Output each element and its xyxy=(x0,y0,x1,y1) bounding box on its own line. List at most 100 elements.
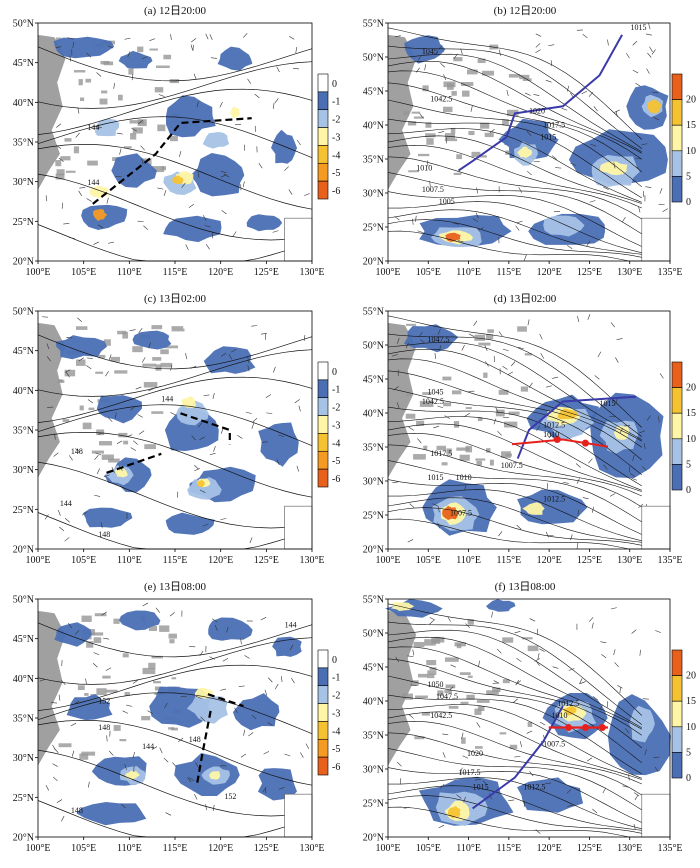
colorbar-label: -4 xyxy=(332,150,340,161)
x-tick-label: 110°E xyxy=(456,843,481,854)
terrain-patch xyxy=(144,382,157,387)
colorbar-segment xyxy=(672,464,682,490)
colorbar-label: -1 xyxy=(332,385,340,396)
colorbar-segment xyxy=(318,739,328,757)
terrain-patch xyxy=(478,343,490,346)
contour-label: 144 xyxy=(87,123,99,132)
terrain-patch xyxy=(402,694,413,700)
terrain-patch xyxy=(58,379,62,382)
terrain-patch xyxy=(445,657,459,661)
terrain-patch xyxy=(454,421,459,428)
colorbar-segment xyxy=(672,650,682,676)
contour-label: 144 xyxy=(161,394,173,403)
terrain-patch xyxy=(454,173,462,175)
terrain-patch xyxy=(504,422,517,428)
terrain-patch xyxy=(460,672,471,675)
contour-label: 148 xyxy=(71,806,83,815)
terrain-patch xyxy=(426,660,436,665)
terrain-patch xyxy=(485,133,494,137)
contour-label: 1010 xyxy=(456,473,472,482)
terrain-patch xyxy=(160,349,169,354)
terrain-patch xyxy=(172,677,177,679)
terrain-patch xyxy=(118,95,123,101)
colorbar-label: 0 xyxy=(686,773,691,784)
colorbar-label: 5 xyxy=(686,171,691,182)
inset-box xyxy=(285,794,312,837)
contour-label: 148 xyxy=(98,530,110,539)
terrain-patch xyxy=(412,112,421,114)
terrain-patch xyxy=(426,138,433,145)
y-tick-label: 25°N xyxy=(13,217,34,228)
terrain-patch xyxy=(462,91,470,97)
y-tick-label: 20°N xyxy=(363,257,384,268)
contour-label: 152 xyxy=(98,697,110,706)
contour-label: 148 xyxy=(189,735,201,744)
y-tick-label: 25°N xyxy=(363,799,384,810)
x-tick-label: 130°E xyxy=(299,843,324,854)
terrain-patch xyxy=(108,459,120,463)
panel-title: (c) 13日02:00 xyxy=(0,290,350,306)
colorbar-label: -5 xyxy=(332,744,340,755)
colorbar-label: -3 xyxy=(332,420,340,431)
contour-label: 1010 xyxy=(543,430,559,439)
terrain-patch xyxy=(83,423,92,430)
contour-label: 1017.5 xyxy=(543,121,565,130)
contour-label: 148 xyxy=(71,447,83,456)
colorbar-label: -1 xyxy=(332,673,340,684)
warm-front-mark xyxy=(599,724,606,731)
y-tick-label: 35°N xyxy=(13,714,34,725)
colorbar-segment xyxy=(318,128,328,146)
terrain-patch xyxy=(101,90,107,93)
colorbar-label: -3 xyxy=(332,132,340,143)
y-tick-label: 35°N xyxy=(363,155,384,166)
terrain-patch xyxy=(94,637,102,643)
colorbar-segment xyxy=(672,727,682,753)
y-tick-label: 35°N xyxy=(13,426,34,437)
x-tick-label: 105°E xyxy=(416,267,441,278)
terrain-patch xyxy=(443,107,452,112)
terrain-patch xyxy=(521,386,528,391)
colorbar-label: 10 xyxy=(686,434,696,445)
x-tick-label: 110°E xyxy=(117,843,142,854)
contour-label: 1015 xyxy=(473,782,489,791)
x-tick-label: 105°E xyxy=(71,555,96,566)
contour-label: 144 xyxy=(60,499,72,508)
colorbar-segment xyxy=(318,757,328,775)
terrain-patch xyxy=(406,394,411,396)
terrain-patch xyxy=(406,414,416,419)
map-f: 10501047.51042.51012.5101010201017.51007… xyxy=(350,576,700,863)
contour-label: 152 xyxy=(224,792,236,801)
panel-title: (e) 13日08:00 xyxy=(0,578,350,594)
terrain-patch xyxy=(483,373,487,378)
y-tick-label: 45°N xyxy=(363,663,384,674)
terrain-patch xyxy=(460,455,470,461)
terrain-patch xyxy=(468,676,473,678)
x-tick-label: 130°E xyxy=(617,267,642,278)
terrain-patch xyxy=(170,136,178,141)
y-tick-label: 40°N xyxy=(363,697,384,708)
contour-label: 1042.5 xyxy=(422,397,444,406)
x-tick-label: 120°E xyxy=(208,267,233,278)
colorbar-label: -1 xyxy=(332,97,340,108)
colorbar-segment xyxy=(318,704,328,722)
y-tick-label: 20°N xyxy=(13,257,34,268)
terrain-patch xyxy=(452,390,461,394)
terrain-patch xyxy=(114,370,127,373)
colorbar-segment xyxy=(672,151,682,177)
terrain-patch xyxy=(466,446,472,452)
contour-label: 1015 xyxy=(631,23,647,32)
x-tick-label: 115°E xyxy=(163,843,188,854)
contour-label: 1012.5 xyxy=(557,699,579,708)
terrain-patch xyxy=(422,712,430,715)
x-tick-label: 120°E xyxy=(208,555,233,566)
contour-label: 1007.5 xyxy=(501,461,523,470)
terrain-patch xyxy=(161,363,173,368)
x-tick-label: 115°E xyxy=(496,555,521,566)
terrain-patch xyxy=(172,326,184,329)
colorbar-label: -6 xyxy=(332,186,340,197)
y-tick-label: 35°N xyxy=(363,731,384,742)
